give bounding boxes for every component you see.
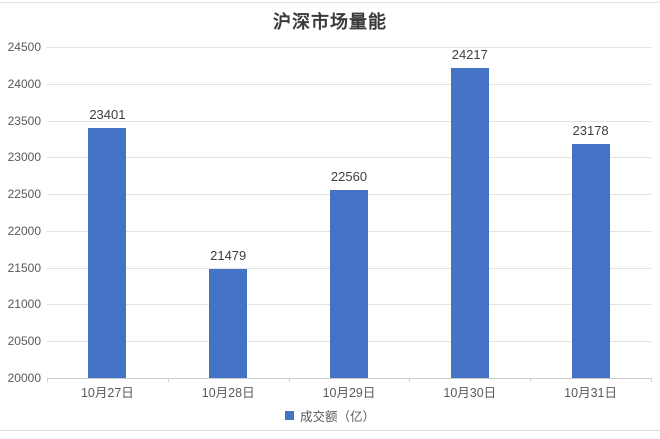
y-axis-label: 23000 — [7, 150, 41, 165]
bar — [88, 127, 127, 378]
legend-swatch — [284, 411, 294, 420]
bar-value-label: 22560 — [330, 168, 368, 184]
x-axis-tick — [288, 378, 290, 382]
y-axis-label: 24000 — [7, 76, 41, 91]
x-axis-tick — [651, 378, 652, 382]
bar-value-label: 23178 — [572, 123, 609, 139]
y-axis-label: 20000 — [7, 371, 41, 385]
bar-value-label: 24217 — [451, 46, 488, 62]
legend-label: 成交额（亿） — [299, 410, 375, 424]
y-axis-label: 21000 — [7, 297, 41, 312]
bar — [571, 144, 610, 378]
y-axis-label: 22000 — [7, 223, 41, 238]
y-axis-label: 22500 — [7, 187, 41, 202]
bottom-border-line — [0, 430, 660, 431]
legend: 成交额（亿） — [0, 406, 660, 425]
chart-title: 沪深市场量能 — [273, 12, 387, 33]
top-border-line — [0, 2, 660, 3]
x-axis-label: 10月27日 — [80, 386, 134, 400]
x-axis-label: 10月31日 — [564, 386, 617, 400]
bar-value-label: 21479 — [210, 248, 247, 264]
x-axis-tick — [47, 378, 48, 382]
x-axis-tick — [167, 378, 169, 382]
x-axis-tick — [530, 378, 532, 382]
x-axis-label: 10月29日 — [322, 386, 376, 400]
bar — [209, 269, 248, 378]
y-axis-label: 21500 — [7, 260, 41, 275]
gridline — [47, 47, 651, 48]
y-axis-label: 23500 — [7, 113, 41, 128]
gridline — [47, 83, 651, 85]
gridline — [47, 120, 651, 122]
bar — [450, 67, 489, 378]
bar-value-label: 23401 — [89, 106, 126, 122]
y-axis-label: 20500 — [7, 334, 41, 349]
gridline — [47, 157, 651, 159]
y-axis-label: 24500 — [7, 40, 41, 54]
bar — [330, 189, 368, 378]
x-axis-label: 10月30日 — [443, 386, 497, 400]
x-axis-line — [47, 378, 651, 379]
plot-area: 20000 20500 21000 21500 22000 22500 23000 23500… — [8, 40, 652, 400]
x-axis-tick — [409, 378, 411, 382]
x-axis-label: 10月28日 — [201, 386, 255, 400]
